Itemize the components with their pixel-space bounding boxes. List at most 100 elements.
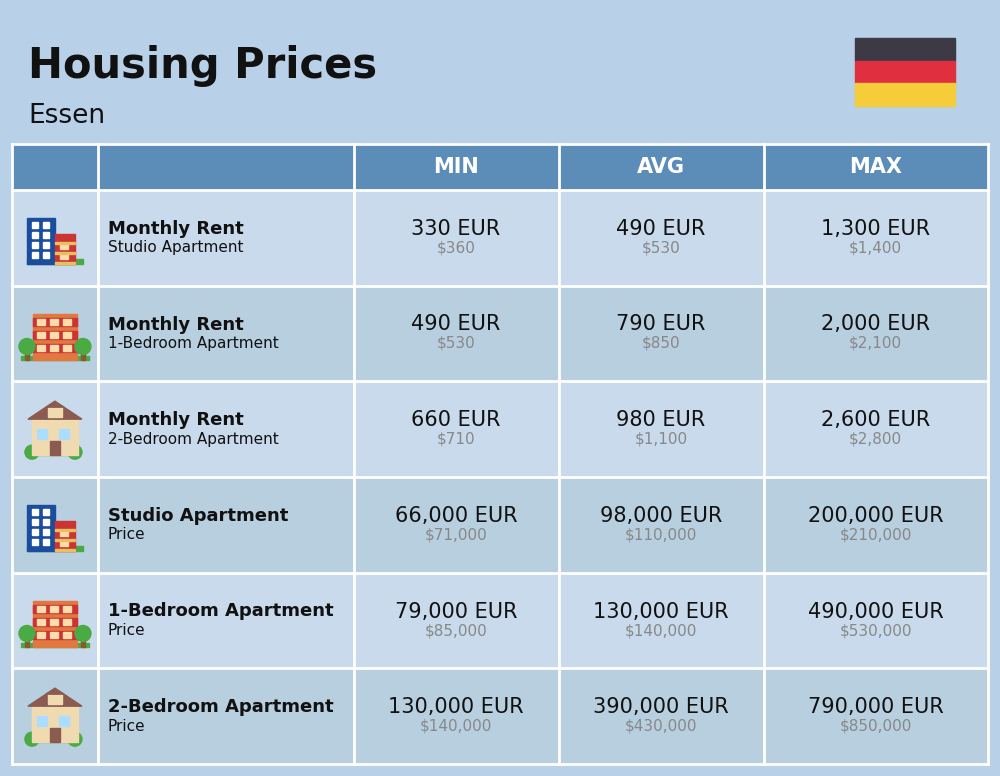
Bar xyxy=(37,605,45,611)
Bar xyxy=(50,318,58,324)
Text: $850,000: $850,000 xyxy=(840,719,912,733)
Bar xyxy=(37,429,47,439)
Text: 980 EUR: 980 EUR xyxy=(616,411,706,430)
Bar xyxy=(12,477,988,573)
Bar xyxy=(48,407,62,417)
Bar xyxy=(32,242,38,248)
Text: Price: Price xyxy=(108,719,146,733)
Text: $710: $710 xyxy=(437,431,475,447)
Bar xyxy=(12,190,988,286)
Bar xyxy=(43,528,49,535)
Bar xyxy=(33,317,77,325)
Text: $1,400: $1,400 xyxy=(849,241,902,255)
Text: Price: Price xyxy=(108,623,146,638)
Text: 79,000 EUR: 79,000 EUR xyxy=(395,601,517,622)
Bar xyxy=(37,716,47,726)
Bar xyxy=(50,331,58,338)
Bar xyxy=(33,601,77,646)
Bar xyxy=(48,695,62,704)
Circle shape xyxy=(75,625,91,642)
Text: 2-Bedroom Apartment: 2-Bedroom Apartment xyxy=(108,431,279,447)
Bar xyxy=(60,253,68,259)
Text: $210,000: $210,000 xyxy=(840,528,912,542)
Bar xyxy=(32,509,38,514)
Text: 490,000 EUR: 490,000 EUR xyxy=(808,601,944,622)
Circle shape xyxy=(25,445,39,459)
Polygon shape xyxy=(28,401,82,419)
Bar xyxy=(50,632,58,638)
Text: 98,000 EUR: 98,000 EUR xyxy=(600,506,722,526)
Text: $140,000: $140,000 xyxy=(420,719,492,733)
Text: 200,000 EUR: 200,000 EUR xyxy=(808,506,944,526)
Bar xyxy=(25,639,29,646)
Text: $430,000: $430,000 xyxy=(625,719,697,733)
Bar xyxy=(32,222,38,228)
Bar xyxy=(81,639,85,646)
Text: Studio Apartment: Studio Apartment xyxy=(108,507,288,525)
Text: MIN: MIN xyxy=(433,157,479,177)
Bar xyxy=(43,242,49,248)
Bar xyxy=(33,314,77,359)
Text: 2,000 EUR: 2,000 EUR xyxy=(821,314,930,334)
Bar xyxy=(43,509,49,514)
Text: 130,000 EUR: 130,000 EUR xyxy=(593,601,729,622)
Text: $1,100: $1,100 xyxy=(634,431,688,447)
Text: 660 EUR: 660 EUR xyxy=(411,411,501,430)
Bar xyxy=(55,242,75,244)
Text: Price: Price xyxy=(108,528,146,542)
Polygon shape xyxy=(46,402,64,407)
Bar xyxy=(855,83,955,106)
Text: $2,800: $2,800 xyxy=(849,431,902,447)
Bar xyxy=(55,528,75,531)
Text: 490 EUR: 490 EUR xyxy=(411,314,501,334)
Text: $2,100: $2,100 xyxy=(849,336,902,351)
Bar xyxy=(63,345,71,351)
Bar xyxy=(12,573,988,668)
Text: 1,300 EUR: 1,300 EUR xyxy=(821,219,930,239)
Text: $140,000: $140,000 xyxy=(625,623,697,638)
Bar xyxy=(27,505,55,551)
Text: Monthly Rent: Monthly Rent xyxy=(108,411,244,429)
Bar xyxy=(855,61,955,83)
Text: 490 EUR: 490 EUR xyxy=(616,219,706,239)
Bar xyxy=(33,605,77,612)
Text: 390,000 EUR: 390,000 EUR xyxy=(593,697,729,717)
Bar xyxy=(63,318,71,324)
Text: $110,000: $110,000 xyxy=(625,528,697,542)
Bar xyxy=(59,716,69,726)
Bar xyxy=(43,519,49,525)
Text: $530,000: $530,000 xyxy=(840,623,912,638)
Bar xyxy=(21,355,89,359)
Text: 330 EUR: 330 EUR xyxy=(411,219,501,239)
Bar xyxy=(37,618,45,625)
Bar xyxy=(25,352,29,359)
Bar xyxy=(50,618,58,625)
Polygon shape xyxy=(46,689,64,695)
Text: Studio Apartment: Studio Apartment xyxy=(108,241,243,255)
Bar xyxy=(33,331,77,338)
Bar xyxy=(27,218,55,264)
Bar xyxy=(27,546,83,551)
Bar xyxy=(32,519,38,525)
Bar xyxy=(32,252,38,258)
Bar xyxy=(32,539,38,545)
Circle shape xyxy=(75,338,91,355)
Bar xyxy=(55,234,75,264)
Bar xyxy=(27,259,83,264)
Bar xyxy=(37,345,45,351)
Text: 1-Bedroom Apartment: 1-Bedroom Apartment xyxy=(108,336,279,351)
Bar xyxy=(63,331,71,338)
Bar xyxy=(12,668,988,764)
Text: Monthly Rent: Monthly Rent xyxy=(108,220,244,237)
Bar xyxy=(43,539,49,545)
Bar xyxy=(30,738,80,742)
Bar xyxy=(43,252,49,258)
Bar xyxy=(60,243,68,249)
Text: 1-Bedroom Apartment: 1-Bedroom Apartment xyxy=(108,602,334,621)
Bar xyxy=(55,521,75,551)
Circle shape xyxy=(25,733,39,747)
Text: $850: $850 xyxy=(642,336,680,351)
Bar xyxy=(32,528,38,535)
Circle shape xyxy=(68,445,82,459)
Text: MAX: MAX xyxy=(849,157,902,177)
